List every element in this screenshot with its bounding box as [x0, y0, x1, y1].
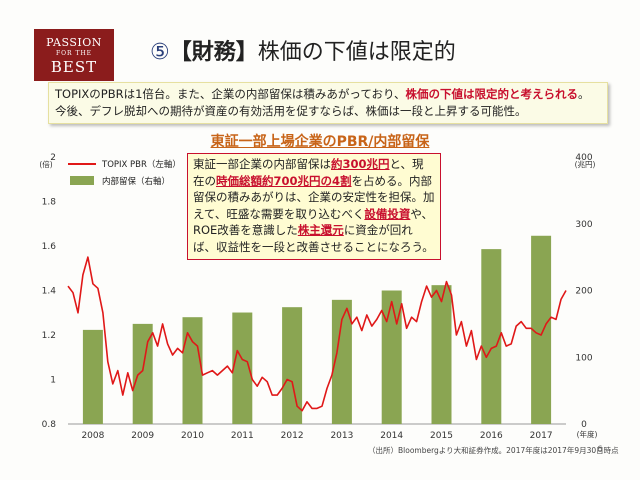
legend-label-pbr: TOPIX PBR（左軸） — [101, 159, 181, 170]
left-axis-tick-label: 0.8 — [42, 420, 57, 430]
legend-label-retained: 内部留保（右軸） — [102, 176, 170, 187]
x-axis-tick-label: 2016 — [480, 431, 503, 441]
logo-line3: BEST — [50, 58, 98, 76]
retained-earnings-bar — [82, 329, 103, 424]
right-axis-tick-label: 300 — [575, 220, 592, 230]
source-note: （出所）Bloombergより大和証券作成。2017年度は2017年9月30日時… — [368, 446, 619, 455]
x-axis-unit: (年度) — [577, 429, 598, 439]
right-axis-tick-label: 0 — [581, 420, 587, 430]
left-axis-tick-label: 2 — [50, 153, 56, 163]
callout-text-5: に資金が回れば、収益性を一段と改善させることになろう。 — [193, 223, 434, 254]
callout-text-3: を占める。内部留保の積みあがりは、企業の安定性を担保。加えて、旺盛な需要を取り込… — [193, 173, 435, 221]
x-axis-tick-label: 2010 — [181, 431, 204, 441]
x-axis-tick-label: 2017 — [530, 431, 553, 441]
callout-text-4: や、ROE改善を意識した — [193, 206, 434, 238]
title-text: 株価の下値は限定的 — [257, 40, 456, 65]
x-axis-tick-label: 2014 — [380, 431, 403, 441]
x-axis-tick-label: 2009 — [131, 431, 154, 441]
title-category: 【財務】 — [169, 40, 258, 65]
x-axis-tick-label: 2011 — [231, 431, 254, 441]
legend-swatch-bar — [70, 176, 94, 185]
x-axis-tick-label: 2008 — [81, 431, 104, 441]
left-axis-unit: (倍) — [39, 159, 52, 169]
callout-highlight-2: 時価総額約700兆円の4割 — [216, 173, 352, 188]
callout-highlight-4: 株主還元 — [297, 223, 344, 238]
callout-highlight-3: 設備投資 — [364, 206, 411, 221]
title-number: ⑤ — [150, 40, 170, 65]
left-axis-tick-label: 1.2 — [42, 331, 56, 341]
right-axis-tick-label: 200 — [575, 287, 592, 297]
callout-highlight-1: 約300兆円 — [331, 157, 390, 171]
retained-earnings-bar — [232, 312, 253, 424]
logo-line1: PASSION — [46, 36, 102, 49]
retained-earnings-bar — [282, 307, 303, 424]
right-axis-unit: (兆円) — [575, 159, 596, 169]
callout-text-2: と、現在の — [193, 157, 424, 188]
summary-text-2: 。今後、デフレ脱却への期待が資産の有効活用を促すならば、株価は一段と上昇する可能… — [55, 87, 590, 118]
logo-line2: FOR THE — [55, 50, 93, 57]
callout-box: 東証一部企業の内部留保は約300兆円と、現在の時価総額約700兆円の4割を占める… — [187, 153, 441, 260]
summary-text-1: TOPIXのPBRは1倍台。また、企業の内部留保は積みあがっており、 — [55, 87, 406, 101]
right-axis-tick-label: 100 — [575, 353, 592, 363]
retained-earnings-bar — [531, 235, 552, 424]
right-axis-tick-label: 400 — [575, 153, 592, 163]
company-logo: PASSION FOR THE BEST — [34, 29, 114, 81]
page-number: 6 — [597, 445, 603, 455]
retained-earnings-bar — [331, 299, 352, 424]
left-axis-tick-label: 1.8 — [42, 198, 57, 208]
summary-highlight: 株価の下値は限定的と考えられる — [405, 87, 579, 101]
x-axis-tick-label: 2015 — [430, 431, 453, 441]
retained-earnings-bar — [182, 317, 203, 424]
retained-earnings-bar — [481, 249, 502, 424]
callout-text-1: 東証一部企業の内部留保は — [193, 157, 331, 171]
left-axis-tick-label: 1.6 — [42, 242, 57, 252]
left-axis-tick-label: 1.4 — [42, 287, 57, 297]
chart-title: 東証一部上場企業のPBR/内部留保 — [210, 134, 430, 150]
retained-earnings-bar — [381, 290, 402, 424]
left-axis-tick-label: 1 — [50, 376, 56, 386]
page-title: ⑤【財務】株価の下値は限定的 — [150, 34, 456, 66]
x-axis-tick-label: 2013 — [330, 431, 353, 441]
topix-pbr-line — [67, 256, 567, 412]
summary-box: TOPIXのPBRは1倍台。また、企業の内部留保は積みあがっており、株価の下値は… — [48, 82, 608, 124]
x-axis-tick-label: 2012 — [281, 431, 304, 441]
retained-earnings-bar — [132, 323, 153, 424]
retained-earnings-bar — [431, 285, 452, 424]
